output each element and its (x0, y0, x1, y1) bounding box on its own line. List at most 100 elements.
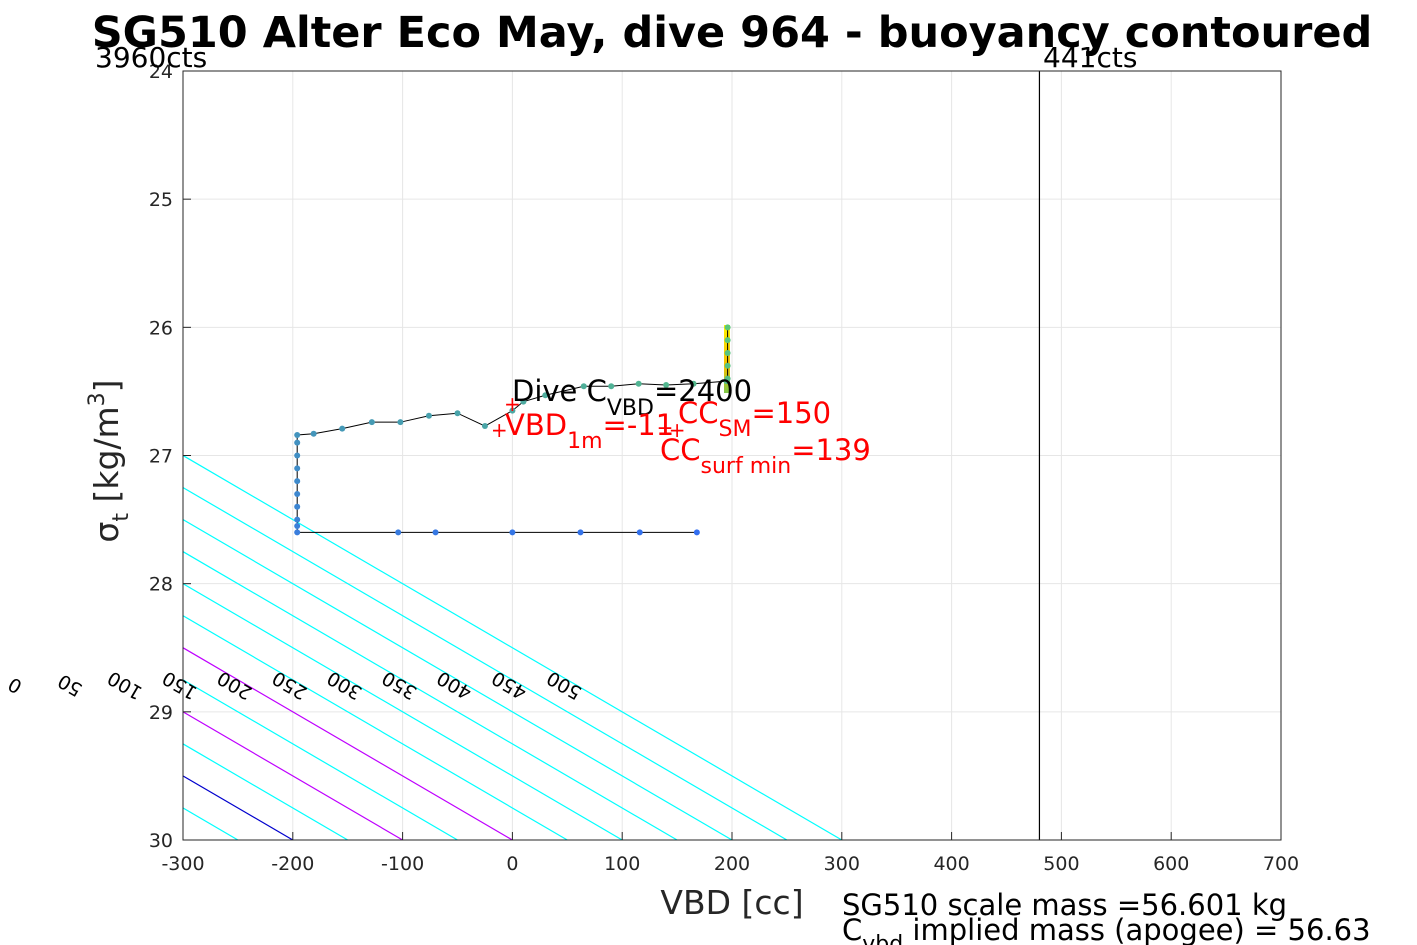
y-label-sub: t (109, 513, 134, 522)
trace-point (690, 380, 697, 387)
dive-trace (294, 324, 731, 536)
x-tick-label: 500 (1043, 853, 1079, 875)
trace-point (294, 439, 301, 446)
contour-line (183, 647, 513, 840)
dive-c-sub: VBD (607, 396, 654, 421)
y-label-sup: 3 (85, 392, 110, 406)
y-tick-label: 28 (149, 574, 173, 596)
trace-point (509, 407, 516, 414)
y-label-sigma: σ (87, 522, 126, 543)
trace-point (724, 349, 731, 356)
trace-point (724, 337, 731, 344)
y-label-units: [kg/m (87, 406, 126, 513)
x-tick-label: 300 (824, 853, 860, 875)
contour-label-bottom: 50 (54, 669, 86, 700)
trace-point (294, 452, 301, 459)
y-label-close: ] (87, 379, 126, 392)
x-tick-label: -100 (381, 853, 424, 875)
red-markers: ++ ++ (491, 392, 686, 442)
contour-line (183, 454, 843, 840)
trace-point (339, 425, 346, 432)
x-ticks: -300 -200 -100 0 100 200 300 400 500 600 700 (161, 832, 1299, 875)
contour-line (183, 582, 623, 840)
counts-right: 441cts (1043, 41, 1137, 74)
trace-point (294, 516, 301, 523)
footer-scale-mass: SG510 scale mass =56.601 kg (842, 888, 1287, 922)
trace-point (723, 378, 730, 385)
trace-point (294, 478, 301, 485)
trace-point (432, 529, 439, 536)
trace-point (395, 529, 402, 536)
x-tick-label: -300 (161, 853, 204, 875)
trace-point (481, 423, 488, 430)
marker-plus: + (657, 415, 674, 439)
ccsm-annotation: CCSM=150 (678, 396, 831, 442)
dive-c-annotation: Dive CVBD=2400 (512, 374, 752, 421)
vbd1m-value: =-11 (603, 408, 675, 442)
trace-point (294, 490, 301, 497)
chart-title: SG510 Alter Eco May, dive 964 - buoyancy… (92, 8, 1373, 58)
vbd1m-prefix: VBD (505, 408, 567, 442)
trace-point (294, 529, 301, 536)
trace-point (580, 383, 587, 390)
trace-point (577, 529, 584, 536)
y-tick-label: 29 (149, 702, 173, 724)
trace-point (425, 412, 432, 419)
trace-point (520, 398, 527, 405)
trace-point (663, 382, 670, 389)
dive-c-value: =2400 (654, 374, 752, 408)
vbd1m-sub: 1m (567, 429, 602, 454)
ccsurf-value: =139 (791, 433, 871, 467)
x-tick-label: -200 (271, 853, 314, 875)
y-tick-label: 27 (149, 446, 173, 468)
vbd1m-annotation: VBD1m=-11 (505, 408, 674, 454)
marker-plus: + (491, 418, 508, 442)
contour-line (183, 550, 678, 840)
marker-plus: + (504, 392, 521, 416)
trace-point (542, 392, 549, 399)
trace-point (608, 383, 615, 390)
ccsm-value: =150 (751, 396, 831, 430)
ccsurf-sub: surf min (701, 454, 792, 479)
y-axis-label: σt [kg/m3] (85, 379, 134, 542)
contour-line (183, 518, 733, 840)
trace-point (397, 419, 404, 426)
x-tick-label: 700 (1263, 853, 1299, 875)
trace-point (509, 529, 516, 536)
trace-point (310, 430, 317, 437)
implied-text: implied mass (apogee) = 56.63 (903, 913, 1370, 945)
trace-point (693, 529, 700, 536)
trace-point (724, 324, 731, 331)
trace-point (635, 380, 642, 387)
y-tick-label: 26 (149, 317, 173, 339)
trace-point (294, 522, 301, 529)
x-axis-label: VBD [cc] (660, 883, 803, 922)
trace-point (724, 362, 731, 369)
contour-label-bottom: 100 (104, 666, 146, 703)
surface-color-bar (724, 325, 730, 393)
contour-line (0, 71, 73, 840)
y-tick-label: 25 (149, 189, 173, 211)
marker-plus: + (669, 418, 686, 442)
contour-line (183, 615, 568, 840)
contour-line (183, 679, 458, 840)
ccsm-prefix: CC (678, 396, 719, 430)
ccsurf-annotation: CCsurf min=139 (660, 433, 871, 479)
implied-prefix: C (842, 913, 862, 945)
y-tick-label: 24 (149, 61, 173, 83)
footer-implied-mass: Cvbd implied mass (apogee) = 56.63 (842, 913, 1371, 945)
trace-point (294, 431, 301, 438)
dive-c-prefix: Dive C (512, 374, 607, 408)
counts-left: 3960cts (95, 41, 207, 74)
ccsurf-prefix: CC (660, 433, 701, 467)
implied-sub: vbd (862, 932, 903, 945)
x-tick-label: 0 (506, 853, 518, 875)
trace-point (636, 529, 643, 536)
ccsm-sub: SM (719, 417, 752, 442)
x-tick-label: 400 (933, 853, 969, 875)
trace-point (454, 410, 461, 417)
contour-line (183, 486, 788, 840)
x-tick-label: 600 (1153, 853, 1189, 875)
x-tick-label: 100 (604, 853, 640, 875)
